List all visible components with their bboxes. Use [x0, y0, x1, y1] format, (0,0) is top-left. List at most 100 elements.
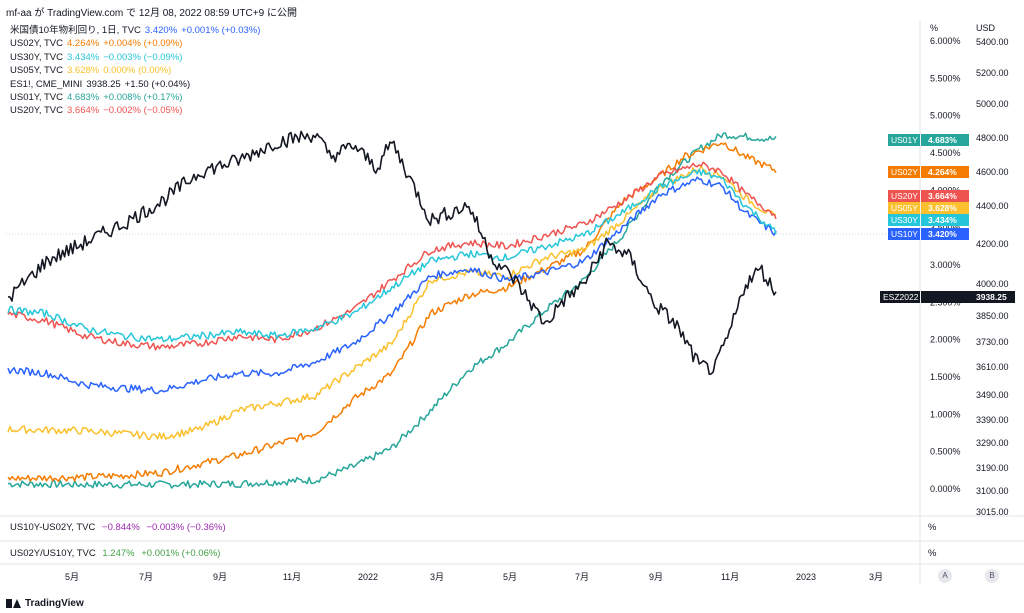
x-tick-label: 5月: [65, 572, 79, 582]
price-badge-us02y: US02Y 4.264%: [888, 166, 969, 178]
badge-label-bg: [888, 134, 920, 146]
legend-series-change: +1.50 (+0.04%): [124, 78, 191, 90]
usd-tick-label: 3610.00: [976, 362, 1009, 372]
badge-label-bg: [888, 214, 920, 226]
brand-text: TradingView: [25, 598, 84, 609]
legend-row[interactable]: US02Y, TVC 4.264% +0.004% (+0.09%): [10, 37, 264, 50]
series-line-us30y: [7, 168, 777, 343]
log-scale-button[interactable]: B: [985, 569, 999, 583]
usd-tick-label: 5400.00: [976, 37, 1009, 47]
auto-scale-button[interactable]: A: [938, 569, 952, 583]
badge-value-bg: [921, 166, 969, 178]
series-line-us10y: [7, 176, 777, 395]
legend-row[interactable]: US20Y, TVC 3.664% −0.002% (−0.05%): [10, 104, 264, 117]
price-badge-us20y: US20Y 3.664%: [888, 190, 969, 202]
badge-label-bg: [880, 291, 920, 303]
usd-tick-label: 4200.00: [976, 239, 1009, 249]
price-badge-us10y: US10Y 3.420%: [888, 228, 969, 240]
series-line-us20y: [7, 161, 777, 351]
badge-value-bg: [921, 214, 969, 226]
usd-tick-label: 3290.00: [976, 438, 1009, 448]
x-tick-label: 7月: [575, 572, 589, 582]
pct-tick-label: 5.000%: [930, 111, 961, 121]
badge-value-text: 3.420%: [928, 229, 957, 239]
pct-tick-label: 4.500%: [930, 148, 961, 158]
badge-label-text: US20Y: [891, 191, 918, 201]
legend-series-name: US02Y, TVC: [10, 38, 63, 50]
legend-series-value: 4.683%: [66, 92, 100, 104]
pct-tick-label: 0.000%: [930, 484, 961, 494]
subpane-name: US10Y-US02Y, TVC: [10, 522, 96, 533]
x-tick-label: 5月: [503, 572, 517, 582]
pct-tick-label: 3.500%: [930, 223, 961, 233]
legend-series-value: 3.420%: [144, 25, 178, 36]
subpane-value: 1.247%: [102, 548, 135, 559]
badge-value-text: 4.683%: [928, 135, 957, 145]
badge-value-text: 4.264%: [928, 167, 957, 177]
subpane-name: US02Y/US10Y, TVC: [10, 548, 96, 559]
subpane-change: −0.003% (−0.36%): [146, 522, 226, 533]
legend-series-change: +0.001% (+0.03%): [181, 25, 261, 36]
usd-axis-unit: USD: [976, 23, 996, 33]
subpane-ratio-label: US02Y/US10Y, TVC 1.247% +0.001% (+0.06%): [10, 548, 224, 559]
badge-value-bg: [921, 134, 969, 146]
series-line-us02y: [7, 142, 777, 483]
x-tick-label: 3月: [430, 572, 444, 582]
badge-label-text: US02Y: [891, 167, 918, 177]
price-badge-us30y: US30Y 3.434%: [888, 214, 969, 226]
legend-series-change: −0.002% (−0.05%): [103, 105, 183, 117]
x-tick-label: 2023: [796, 572, 816, 582]
x-tick-label: 7月: [139, 572, 153, 582]
usd-tick-label: 4000.00: [976, 279, 1009, 289]
legend-series-change: +0.004% (+0.09%): [103, 38, 183, 50]
price-badge-us05y: US05Y 3.628%: [888, 202, 969, 214]
usd-tick-label: 4600.00: [976, 167, 1009, 177]
badge-label-text: US30Y: [891, 215, 918, 225]
legend-row[interactable]: US01Y, TVC 4.683% +0.008% (+0.17%): [10, 91, 264, 104]
x-tick-label: 9月: [213, 572, 227, 582]
legend-series-value: 3.628%: [66, 65, 100, 77]
chart-header: mf-aa が TradingView.com で 12月 08, 2022 0…: [6, 8, 297, 19]
legend-series-name: US20Y, TVC: [10, 105, 63, 117]
legend-series-name: US01Y, TVC: [10, 92, 63, 104]
legend-row[interactable]: US30Y, TVC 3.434% −0.003% (−0.09%): [10, 51, 264, 64]
legend: 米国債10年物利回り, 1日, TVC 3.420% +0.001% (+0.03%…: [10, 24, 264, 118]
pct-tick-label: 2.000%: [930, 335, 961, 345]
legend-series-name: US30Y, TVC: [10, 51, 63, 63]
badge-value-bg: [921, 228, 969, 240]
series-line-es1: [7, 130, 777, 376]
legend-row[interactable]: US05Y, TVC 3.628% 0.000% (0.00%): [10, 64, 264, 77]
badge-value-bg: [921, 190, 969, 202]
badge-label-bg: [888, 202, 920, 214]
usd-tick-label: 5200.00: [976, 68, 1009, 78]
subpane-change: +0.001% (+0.06%): [141, 548, 221, 559]
legend-row[interactable]: ES1!, CME_MINI 3938.25 +1.50 (+0.04%): [10, 78, 264, 91]
legend-series-change: 0.000% (0.00%): [103, 65, 172, 77]
x-tick-label: 2022: [358, 572, 378, 582]
badge-value-text: 3938.25: [976, 292, 1007, 302]
legend-series-value: 4.264%: [66, 38, 100, 50]
usd-tick-label: 4800.00: [976, 133, 1009, 143]
usd-tick-label: 3490.00: [976, 390, 1009, 400]
x-tick-label: 11月: [721, 572, 739, 582]
legend-series-name: 米国債10年物利回り, 1日, TVC: [10, 25, 141, 36]
badge-label-text: ESZ2022: [883, 292, 919, 302]
price-badge-esz2022: ESZ2022 3938.25: [880, 291, 1015, 303]
series-line-us05y: [7, 165, 777, 441]
badge-value-text: 3.664%: [928, 191, 957, 201]
pct-tick-label: 5.500%: [930, 73, 961, 83]
pct-tick-label: 1.500%: [930, 372, 961, 382]
subpane-unit: %: [928, 548, 937, 559]
tradingview-brand: TradingView: [6, 598, 84, 609]
badge-value-text: 3.628%: [928, 203, 957, 213]
usd-tick-label: 3015.00: [976, 507, 1009, 517]
badge-value-text: 3.434%: [928, 215, 957, 225]
usd-tick-label: 4400.00: [976, 201, 1009, 211]
badge-label-text: US10Y: [891, 229, 918, 239]
usd-tick-label: 3100.00: [976, 486, 1009, 496]
legend-row[interactable]: 米国債10年物利回り, 1日, TVC 3.420% +0.001% (+0.03%…: [10, 24, 264, 37]
pct-tick-label: 1.000%: [930, 409, 961, 419]
legend-series-change: −0.003% (−0.09%): [103, 51, 183, 63]
badge-value-bg: [921, 291, 1015, 303]
